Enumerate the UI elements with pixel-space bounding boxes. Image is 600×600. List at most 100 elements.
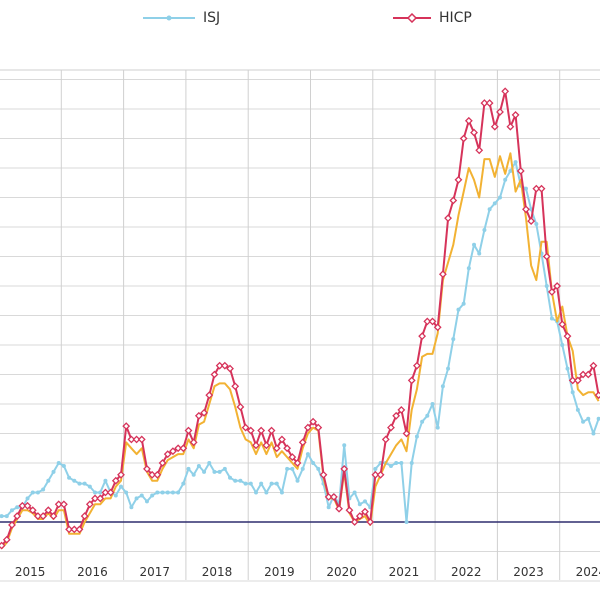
isj-point (446, 366, 451, 371)
isj-point (212, 469, 217, 474)
legend-item-isj[interactable]: ISJ (143, 10, 220, 26)
isj-point (217, 469, 222, 474)
hicp-point (169, 447, 177, 456)
hicp-point (501, 87, 510, 96)
isj-point (326, 505, 331, 510)
isj-line (1, 161, 600, 523)
isj-point (373, 466, 378, 471)
isj-point (202, 469, 207, 474)
isj-point (67, 475, 72, 480)
isj-legend-icon (143, 15, 195, 21)
hicp-point (511, 110, 520, 119)
isj-point (420, 419, 425, 424)
hicp-legend-icon (393, 13, 431, 23)
isj-point (487, 207, 492, 212)
isj-point (186, 466, 191, 471)
hicp-point (262, 441, 271, 450)
hicp-point (475, 146, 484, 155)
isj-point (544, 284, 549, 288)
legend-item-hicp[interactable]: HICP (393, 10, 472, 26)
hicp-point (96, 494, 105, 503)
isj-point (596, 416, 600, 421)
isj-point (93, 490, 98, 495)
hicp-point (163, 450, 172, 459)
hicp-point (454, 175, 463, 184)
hicp-point (366, 518, 375, 526)
hicp-point (298, 438, 307, 447)
isj-point (466, 266, 471, 271)
isj-point (591, 431, 596, 436)
x-tick-label: 2020 (326, 565, 357, 579)
isj-point (170, 490, 175, 495)
isj-point (274, 481, 279, 486)
hicp-point (179, 444, 188, 453)
isj-point (176, 490, 181, 495)
hicp-point (257, 426, 266, 435)
hicp-point (148, 470, 157, 479)
hicp-point (54, 500, 63, 509)
hicp-point (220, 361, 229, 370)
hicp-point (433, 323, 442, 332)
x-tick-label: 2016 (77, 565, 108, 579)
isj-point (477, 251, 482, 256)
x-tick-label: 2022 (451, 565, 482, 579)
isj-point (388, 463, 393, 468)
hicp-point (106, 488, 115, 497)
isj-point (352, 490, 357, 495)
hicp-point (158, 459, 167, 467)
hicp-point (236, 403, 245, 411)
isj-point (61, 463, 66, 468)
isj-point (113, 493, 118, 498)
hicp-point (438, 270, 447, 279)
isj-point (492, 201, 497, 206)
hicp-point (132, 435, 141, 444)
hicp-point (226, 364, 234, 373)
hicp-point (459, 134, 468, 143)
hicp-point (542, 252, 551, 261)
hicp-point (205, 391, 214, 400)
isj-point (222, 466, 227, 471)
isj-point (435, 425, 440, 430)
isj-point (207, 461, 212, 465)
isj-point (129, 505, 134, 510)
hicp-point (485, 99, 494, 108)
isj-point (0, 514, 4, 519)
hicp-point (200, 408, 208, 417)
hicp-point (283, 444, 292, 453)
isj-point (41, 487, 46, 492)
isj-point (472, 242, 477, 247)
isj-point (103, 478, 108, 483)
hicp-point (319, 470, 328, 479)
isj-point (279, 490, 284, 495)
hicp-point (28, 506, 37, 515)
hicp-point (215, 361, 224, 370)
hicp-point (532, 184, 541, 193)
hicp-point (122, 422, 131, 431)
hicp-point (39, 512, 48, 521)
isj-point (9, 508, 14, 513)
isj-point (311, 461, 316, 465)
hicp-point (210, 370, 219, 379)
x-tick-label: 2018 (202, 565, 233, 579)
hicp-point (127, 435, 136, 444)
isj-point (269, 481, 274, 486)
isj-point (549, 316, 554, 321)
hicp-point (143, 464, 151, 473)
isj-point (253, 490, 258, 495)
hicp-point (18, 501, 27, 510)
hicp-point (428, 317, 437, 326)
hicp-point (371, 470, 380, 479)
hicp-point (252, 441, 260, 450)
hicp-point (288, 453, 297, 462)
isj-point (98, 490, 103, 495)
hicp-point (59, 500, 68, 509)
isj-point (497, 195, 502, 200)
hicp-point (579, 370, 587, 379)
hicp-point (444, 214, 452, 223)
hicp-point (153, 470, 162, 479)
isj-point (586, 416, 591, 421)
hicp-point (111, 476, 120, 485)
hicp-point (397, 405, 406, 414)
isj-point (35, 490, 40, 495)
